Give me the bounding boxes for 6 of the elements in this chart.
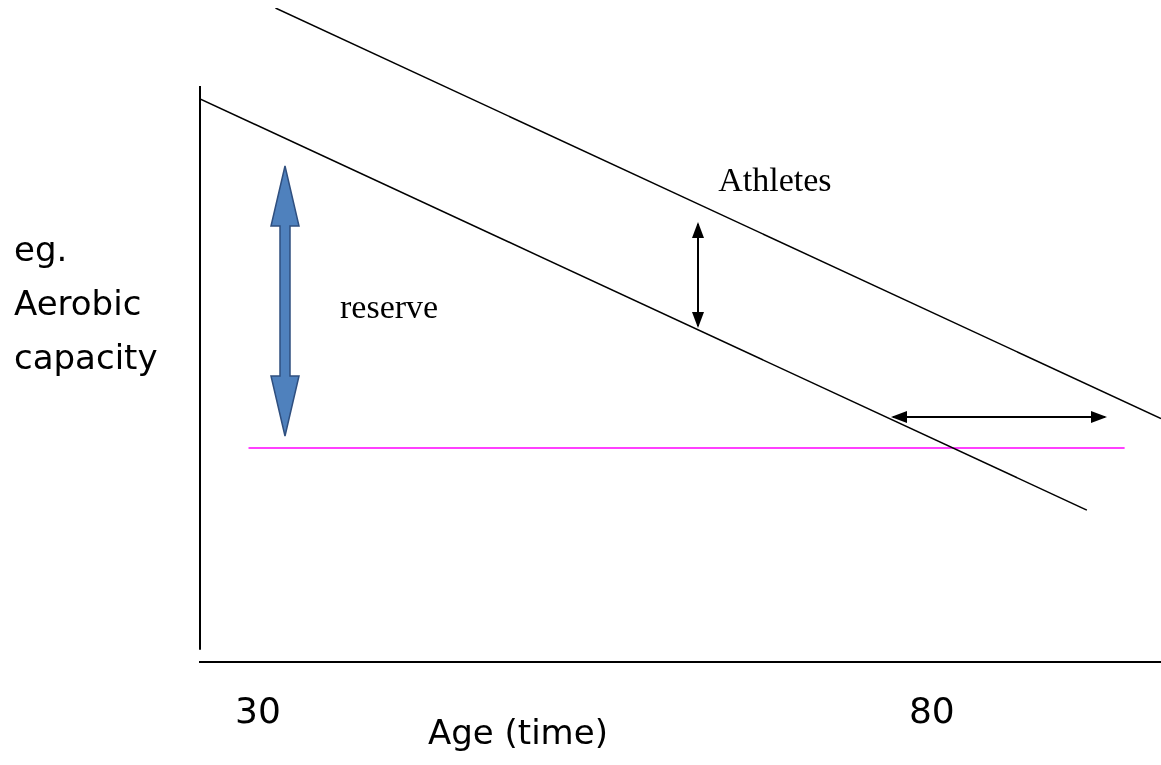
x-tick-label: 80 <box>908 689 955 731</box>
y-axis-title: eg. Aerobic capacity <box>14 228 159 379</box>
series-label: Athletes <box>718 161 832 199</box>
x-tick-label: 30 <box>235 689 281 731</box>
x-axis-title: Age (time) <box>428 712 608 752</box>
annotation: reserve <box>340 288 439 325</box>
